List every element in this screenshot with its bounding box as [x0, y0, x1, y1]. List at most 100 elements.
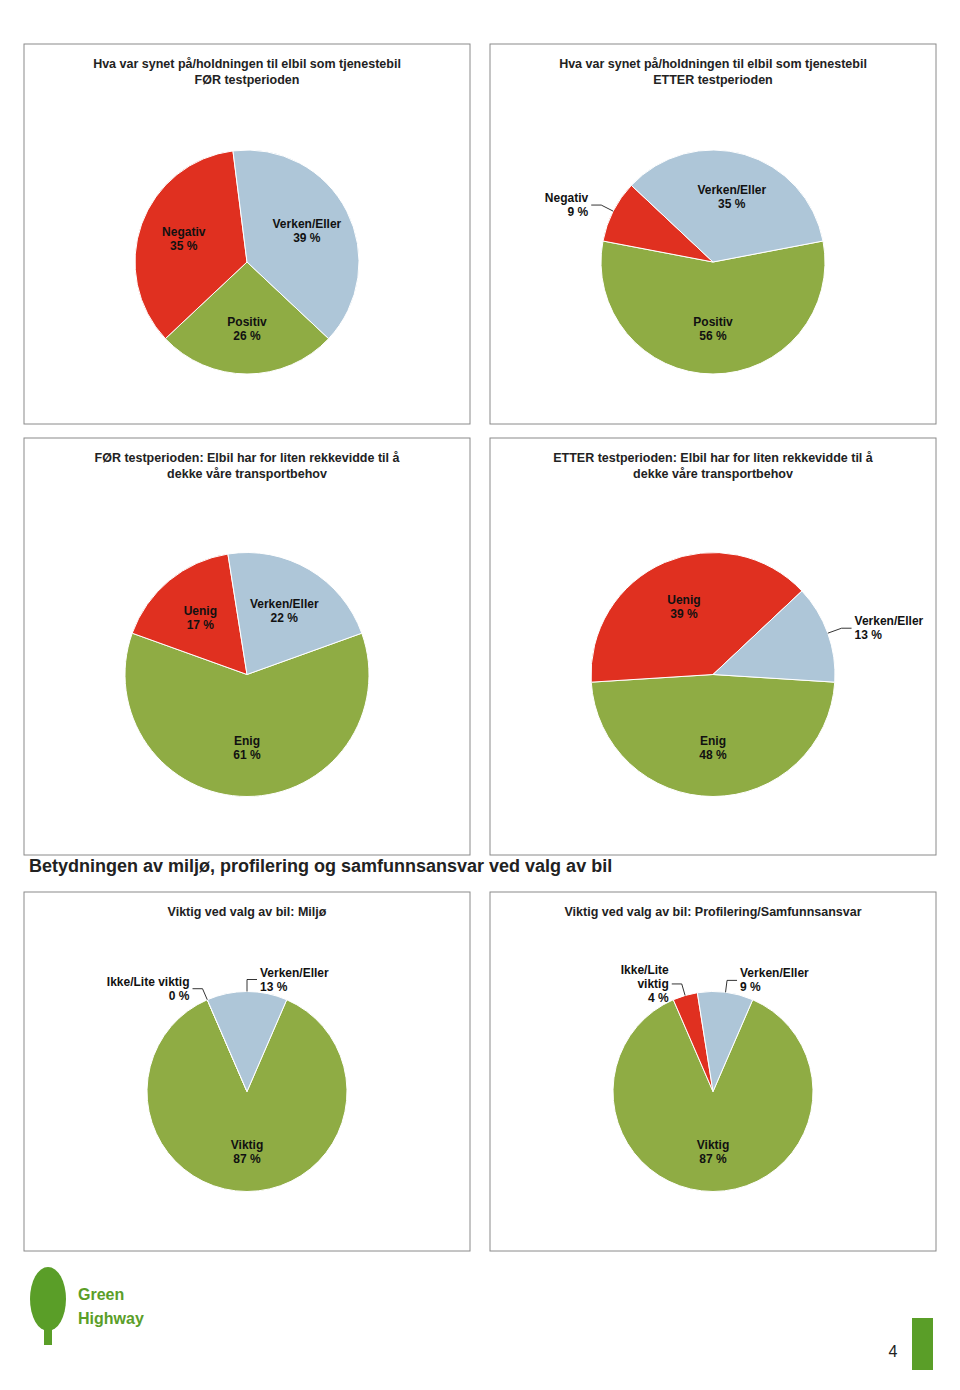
category-label: Positiv	[693, 315, 733, 329]
pie-slice	[697, 991, 752, 1091]
logo-leaf	[30, 1267, 66, 1331]
chart-box	[490, 44, 936, 424]
value-label: 87 %	[699, 1152, 727, 1166]
leader-line	[193, 989, 208, 1000]
leader-line	[247, 980, 257, 992]
value-label: 0 %	[169, 989, 190, 1003]
logo: Green Highway	[30, 1267, 144, 1345]
pie-slice	[591, 675, 835, 797]
category-label: Viktig	[697, 1138, 729, 1152]
slices	[135, 150, 359, 374]
value-label: 35 %	[718, 197, 746, 211]
pie-chart: Viktig ved valg av bil: Profilering/Samf…	[490, 892, 936, 1251]
value-label: 39 %	[293, 231, 321, 245]
chart-box	[490, 438, 936, 855]
slices	[601, 150, 825, 374]
chart-box	[24, 44, 470, 424]
value-label: 61 %	[233, 748, 261, 762]
page-number: 4	[889, 1343, 898, 1360]
pie-slice	[132, 554, 247, 674]
logo-text: Highway	[78, 1310, 144, 1327]
category-label: Negativ	[162, 225, 206, 239]
category-label: Enig	[234, 734, 260, 748]
category-label: Negativ	[545, 191, 589, 205]
leader-line	[672, 984, 685, 996]
value-label: 13 %	[855, 628, 883, 642]
chart-title-line: dekke våre transportbehov	[167, 467, 327, 481]
category-label: Ikke/Lite viktig	[107, 975, 190, 989]
pie-chart: FØR testperioden: Elbil har for liten re…	[24, 438, 470, 855]
value-label: 9 %	[740, 980, 761, 994]
section-title: Betydningen av miljø, profilering og sam…	[29, 856, 612, 876]
page-bar	[912, 1318, 933, 1370]
data-label: Enig61 %	[233, 734, 261, 762]
chart-title-line: FØR testperioden	[195, 73, 300, 87]
slices	[613, 991, 813, 1191]
category-label: Viktig	[231, 1138, 263, 1152]
data-label: Enig48 %	[699, 734, 727, 762]
category-label: Verken/Eller	[250, 597, 319, 611]
data-labels: Enig61 % Uenig17 % Verken/Eller22 %	[184, 597, 319, 761]
category-label: Verken/Eller	[855, 614, 924, 628]
data-labels: Enig48 % Uenig39 % Verken/Eller13 %	[667, 593, 923, 761]
pie-slice	[228, 553, 362, 675]
chart-title: Hva var synet på/holdningen til elbil so…	[559, 57, 867, 87]
chart-title: Viktig ved valg av bil: Miljø	[168, 905, 327, 919]
chart-box	[24, 438, 470, 855]
logo-text: Green	[78, 1286, 124, 1303]
data-label: Verken/Eller22 %	[250, 597, 319, 625]
pie-chart: Hva var synet på/holdningen til elbil so…	[490, 44, 936, 424]
category-label: Ikke/Lite	[621, 963, 669, 977]
pie-slice	[233, 150, 359, 339]
chart-title: ETTER testperioden: Elbil har for liten …	[553, 451, 873, 481]
value-label: 48 %	[699, 748, 727, 762]
chart-title-line: Hva var synet på/holdningen til elbil so…	[559, 57, 867, 71]
value-label: 4 %	[648, 991, 669, 1005]
category-label: Positiv	[227, 315, 267, 329]
data-label: Viktig87 %	[231, 1138, 263, 1166]
pie-chart: ETTER testperioden: Elbil har for liten …	[490, 438, 936, 855]
data-label: Uenig17 %	[184, 604, 217, 632]
value-label: 87 %	[233, 1152, 261, 1166]
category-label: Verken/Eller	[273, 217, 342, 231]
category-label: Verken/Eller	[697, 183, 766, 197]
chart-box	[490, 892, 936, 1251]
data-label: Verken/Eller39 %	[273, 217, 342, 245]
leader-line	[591, 205, 613, 211]
data-labels: Viktig87 % Ikke/Lite viktig0 % Verken/Elle…	[107, 966, 329, 1166]
data-labels: Positiv26 % Negativ35 % Verken/Eller39 %	[162, 217, 341, 343]
data-label: Verken/Eller13 %	[260, 966, 329, 994]
category-label: Uenig	[667, 593, 700, 607]
chart-box	[24, 892, 470, 1251]
value-label: 56 %	[699, 329, 727, 343]
background	[0, 0, 960, 1390]
category-label: viktig	[637, 977, 668, 991]
value-label: 39 %	[670, 607, 698, 621]
leader-line	[828, 628, 852, 633]
value-label: 26 %	[233, 329, 261, 343]
logo-trunk	[44, 1325, 52, 1345]
category-label: Verken/Eller	[260, 966, 329, 980]
slices	[147, 991, 347, 1191]
chart-title-line: Viktig ved valg av bil: Miljø	[168, 905, 327, 919]
chart-title-line: dekke våre transportbehov	[633, 467, 793, 481]
pie-slice	[207, 991, 286, 1091]
chart-title-line: Viktig ved valg av bil: Profilering/Samf…	[564, 905, 861, 919]
data-label: Verken/Eller9 %	[740, 966, 809, 994]
chart-title: Viktig ved valg av bil: Profilering/Samf…	[564, 905, 861, 919]
data-label: Negativ9 %	[545, 191, 589, 219]
category-label: Enig	[700, 734, 726, 748]
data-label: Negativ35 %	[162, 225, 206, 253]
chart-title: FØR testperioden: Elbil har for liten re…	[95, 451, 400, 481]
value-label: 35 %	[170, 239, 198, 253]
data-label: Ikke/Liteviktig4 %	[621, 963, 669, 1005]
data-labels: Viktig87 % Ikke/Liteviktig4 % Verken/Eller…	[621, 963, 809, 1166]
pie-chart: Hva var synet på/holdningen til elbil so…	[24, 44, 470, 424]
chart-title-line: ETTER testperioden: Elbil har for liten …	[553, 451, 873, 465]
page: Hva var synet på/holdningen til elbil so…	[0, 0, 960, 1390]
chart-title-line: FØR testperioden: Elbil har for liten re…	[95, 451, 400, 465]
data-label: Positiv56 %	[693, 315, 733, 343]
data-label: Viktig87 %	[697, 1138, 729, 1166]
leader-line	[726, 980, 738, 992]
value-label: 17 %	[187, 618, 215, 632]
